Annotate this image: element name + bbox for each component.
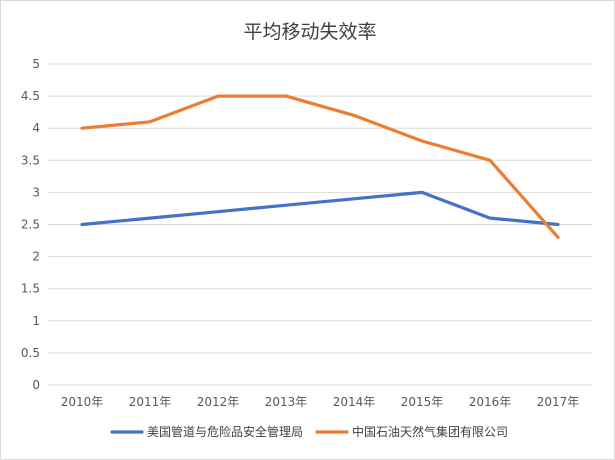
gridlines [48,63,592,386]
y-tick-label: 2.5 [21,218,40,232]
series-line-0 [80,190,560,227]
series-lines [80,94,560,239]
y-tick-label: 4 [32,121,40,135]
x-tick-label: 2013年 [265,395,308,409]
y-tick-label: 5 [32,57,40,71]
y-tick-label: 0 [32,378,40,392]
x-axis-labels: 2010年 2011年 2012年 2013年 2014年 2015年 2016年 2017年 [61,395,580,409]
y-tick-label: 3 [32,185,40,199]
x-tick-label: 2015年 [401,395,444,409]
x-tick-label: 2010年 [61,395,104,409]
chart-title: 平均移动失效率 [243,21,376,43]
x-tick-label: 2014年 [333,395,376,409]
y-tick-label: 1 [32,314,40,328]
legend: 美国管道与危险品安全管理局 中国石油天然气集团有限公司 [110,424,508,439]
x-tick-label: 2017年 [537,395,580,409]
y-tick-label: 2 [32,250,40,264]
x-tick-label: 2012年 [197,395,240,409]
x-tick-label: 2011年 [129,395,172,409]
y-axis-labels: 0 0.5 1 1.5 2 2.5 3 3.5 4 4.5 5 [21,57,40,392]
y-tick-label: 3.5 [21,153,40,167]
y-tick-label: 0.5 [21,346,40,360]
legend-label-1: 中国石油天然气集团有限公司 [352,424,508,439]
series-line-1 [80,94,560,239]
y-tick-label: 4.5 [21,89,40,103]
legend-label-0: 美国管道与危险品安全管理局 [147,424,303,439]
x-tick-label: 2016年 [469,395,512,409]
y-tick-label: 1.5 [21,282,40,296]
